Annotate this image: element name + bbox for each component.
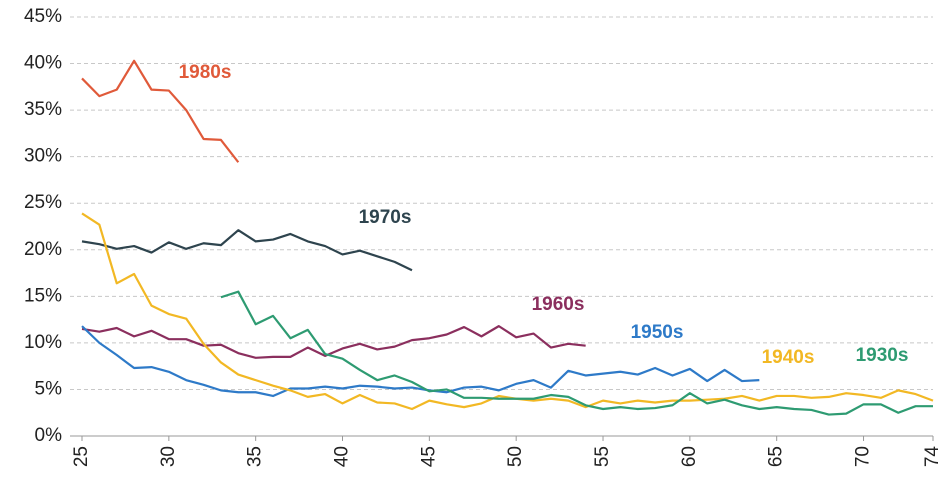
series-label: 1980s <box>179 62 232 83</box>
x-tick-label: 70 <box>853 446 874 467</box>
x-tick-label: 45 <box>418 446 439 467</box>
series-line <box>81 325 586 359</box>
series-line <box>81 325 760 398</box>
y-tick-label: 20% <box>24 239 62 260</box>
y-tick-label: 35% <box>24 99 62 120</box>
x-tick-label: 74 <box>922 446 943 468</box>
series-line <box>81 229 413 272</box>
series-label: 1950s <box>631 322 684 343</box>
series-label: 1940s <box>762 347 815 368</box>
series-line <box>220 290 933 416</box>
y-tick-label: 25% <box>24 192 62 213</box>
series-line <box>81 212 934 411</box>
series-label: 1970s <box>359 207 412 228</box>
y-tick-label: 40% <box>24 53 62 74</box>
series-label: 1960s <box>532 294 585 315</box>
x-tick-label: 25 <box>71 446 92 467</box>
x-tick-label: 55 <box>592 446 613 467</box>
y-tick-label: 10% <box>24 332 62 353</box>
y-tick-label: 5% <box>35 378 63 399</box>
x-tick-label: 50 <box>505 446 526 467</box>
x-tick-label: 35 <box>245 446 266 467</box>
x-tick-label: 30 <box>158 446 179 467</box>
series-label: 1930s <box>856 345 909 366</box>
series-line <box>81 59 240 163</box>
x-tick-label: 40 <box>332 446 353 467</box>
y-tick-label: 0% <box>35 425 63 446</box>
x-tick-label: 65 <box>766 446 787 467</box>
y-tick-label: 15% <box>24 285 62 306</box>
y-tick-label: 45% <box>24 6 62 27</box>
y-tick-label: 30% <box>24 146 62 167</box>
x-tick-label: 60 <box>679 446 700 467</box>
